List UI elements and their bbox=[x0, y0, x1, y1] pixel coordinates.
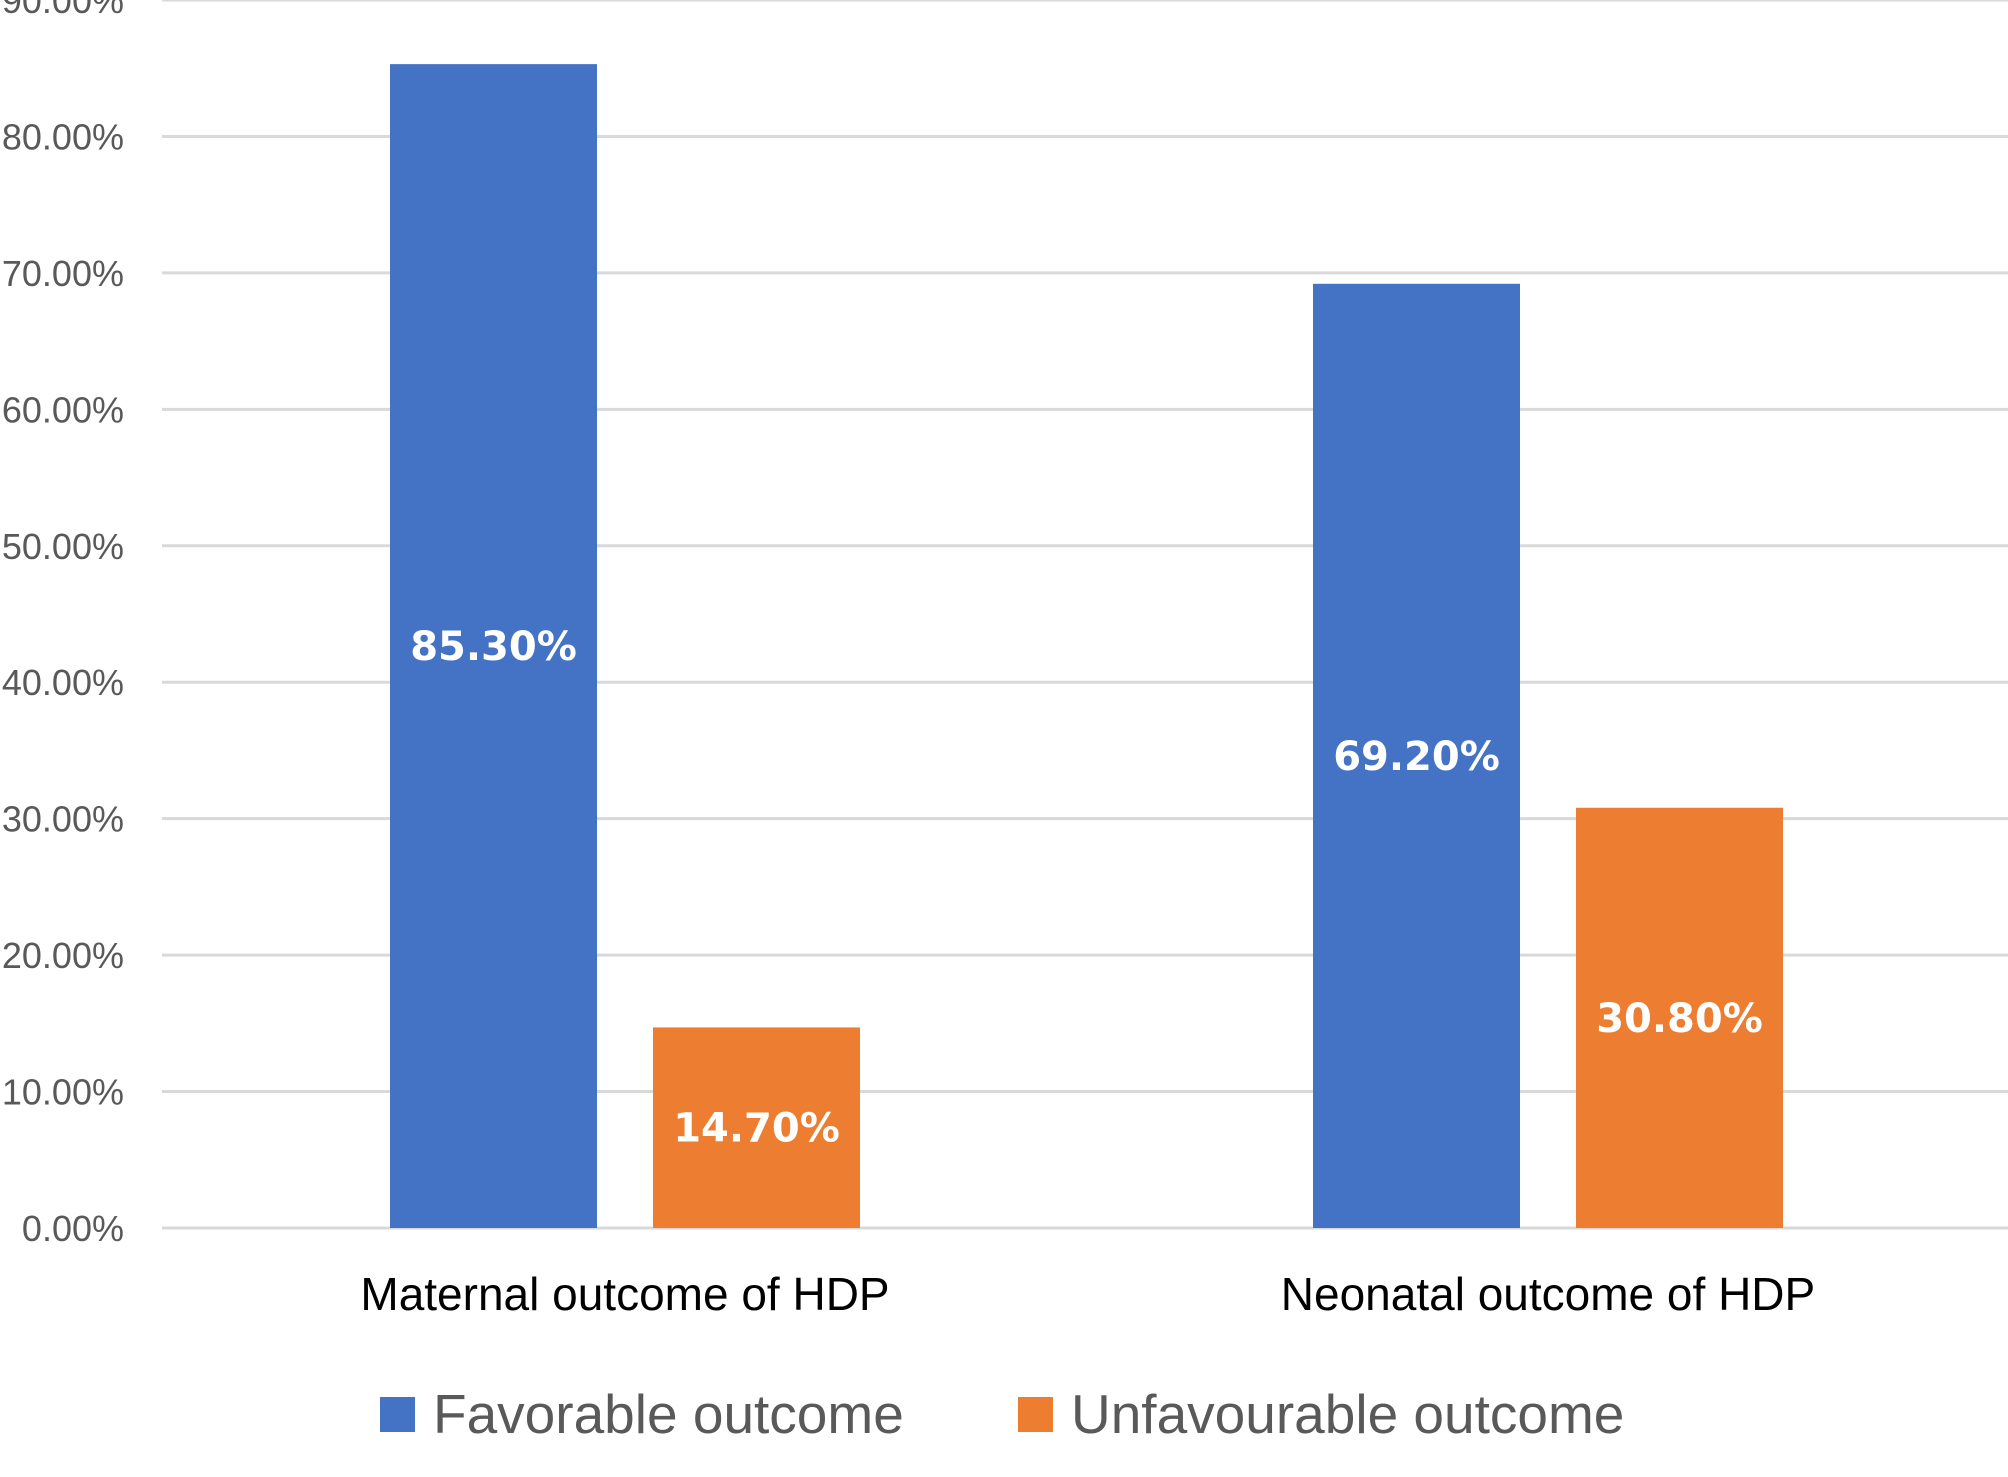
data-label: 30.80% bbox=[1596, 996, 1763, 1042]
data-label: 69.20% bbox=[1333, 734, 1500, 780]
y-tick-label: 30.00% bbox=[2, 799, 124, 840]
y-tick-label: 50.00% bbox=[2, 526, 124, 567]
y-tick-label: 40.00% bbox=[2, 662, 124, 703]
data-labels: 85.30% 69.20% 14.70% 30.80% bbox=[410, 624, 1763, 1152]
y-axis-tick-labels: 0.00% 10.00% 20.00% 30.00% 40.00% 50.00% 60.00… bbox=[2, 0, 124, 1249]
x-category-label: Maternal outcome of HDP bbox=[360, 1268, 889, 1320]
y-tick-label: 20.00% bbox=[2, 935, 124, 976]
data-label: 14.70% bbox=[673, 1106, 840, 1152]
y-tick-label: 10.00% bbox=[2, 1072, 124, 1113]
bar bbox=[1576, 807, 1783, 1228]
legend-swatch bbox=[1018, 1397, 1053, 1432]
legend-label: Favorable outcome bbox=[433, 1383, 904, 1445]
legend-label: Unfavourable outcome bbox=[1071, 1383, 1624, 1445]
x-category-label: Neonatal outcome of HDP bbox=[1281, 1268, 1815, 1320]
bars bbox=[390, 64, 1783, 1228]
bar bbox=[390, 64, 597, 1228]
y-tick-label: 0.00% bbox=[22, 1208, 124, 1249]
y-tick-label: 70.00% bbox=[2, 253, 124, 294]
x-axis-category-labels: Maternal outcome of HDP Neonatal outcome … bbox=[360, 1268, 1815, 1320]
legend-swatch bbox=[380, 1397, 415, 1432]
bar bbox=[1313, 283, 1520, 1228]
y-tick-label: 90.00% bbox=[2, 0, 124, 21]
y-tick-label: 60.00% bbox=[2, 389, 124, 430]
bar bbox=[653, 1027, 860, 1228]
y-tick-label: 80.00% bbox=[2, 116, 124, 157]
legend: Favorable outcome Unfavourable outcome bbox=[380, 1383, 1624, 1445]
data-label: 85.30% bbox=[410, 624, 577, 670]
